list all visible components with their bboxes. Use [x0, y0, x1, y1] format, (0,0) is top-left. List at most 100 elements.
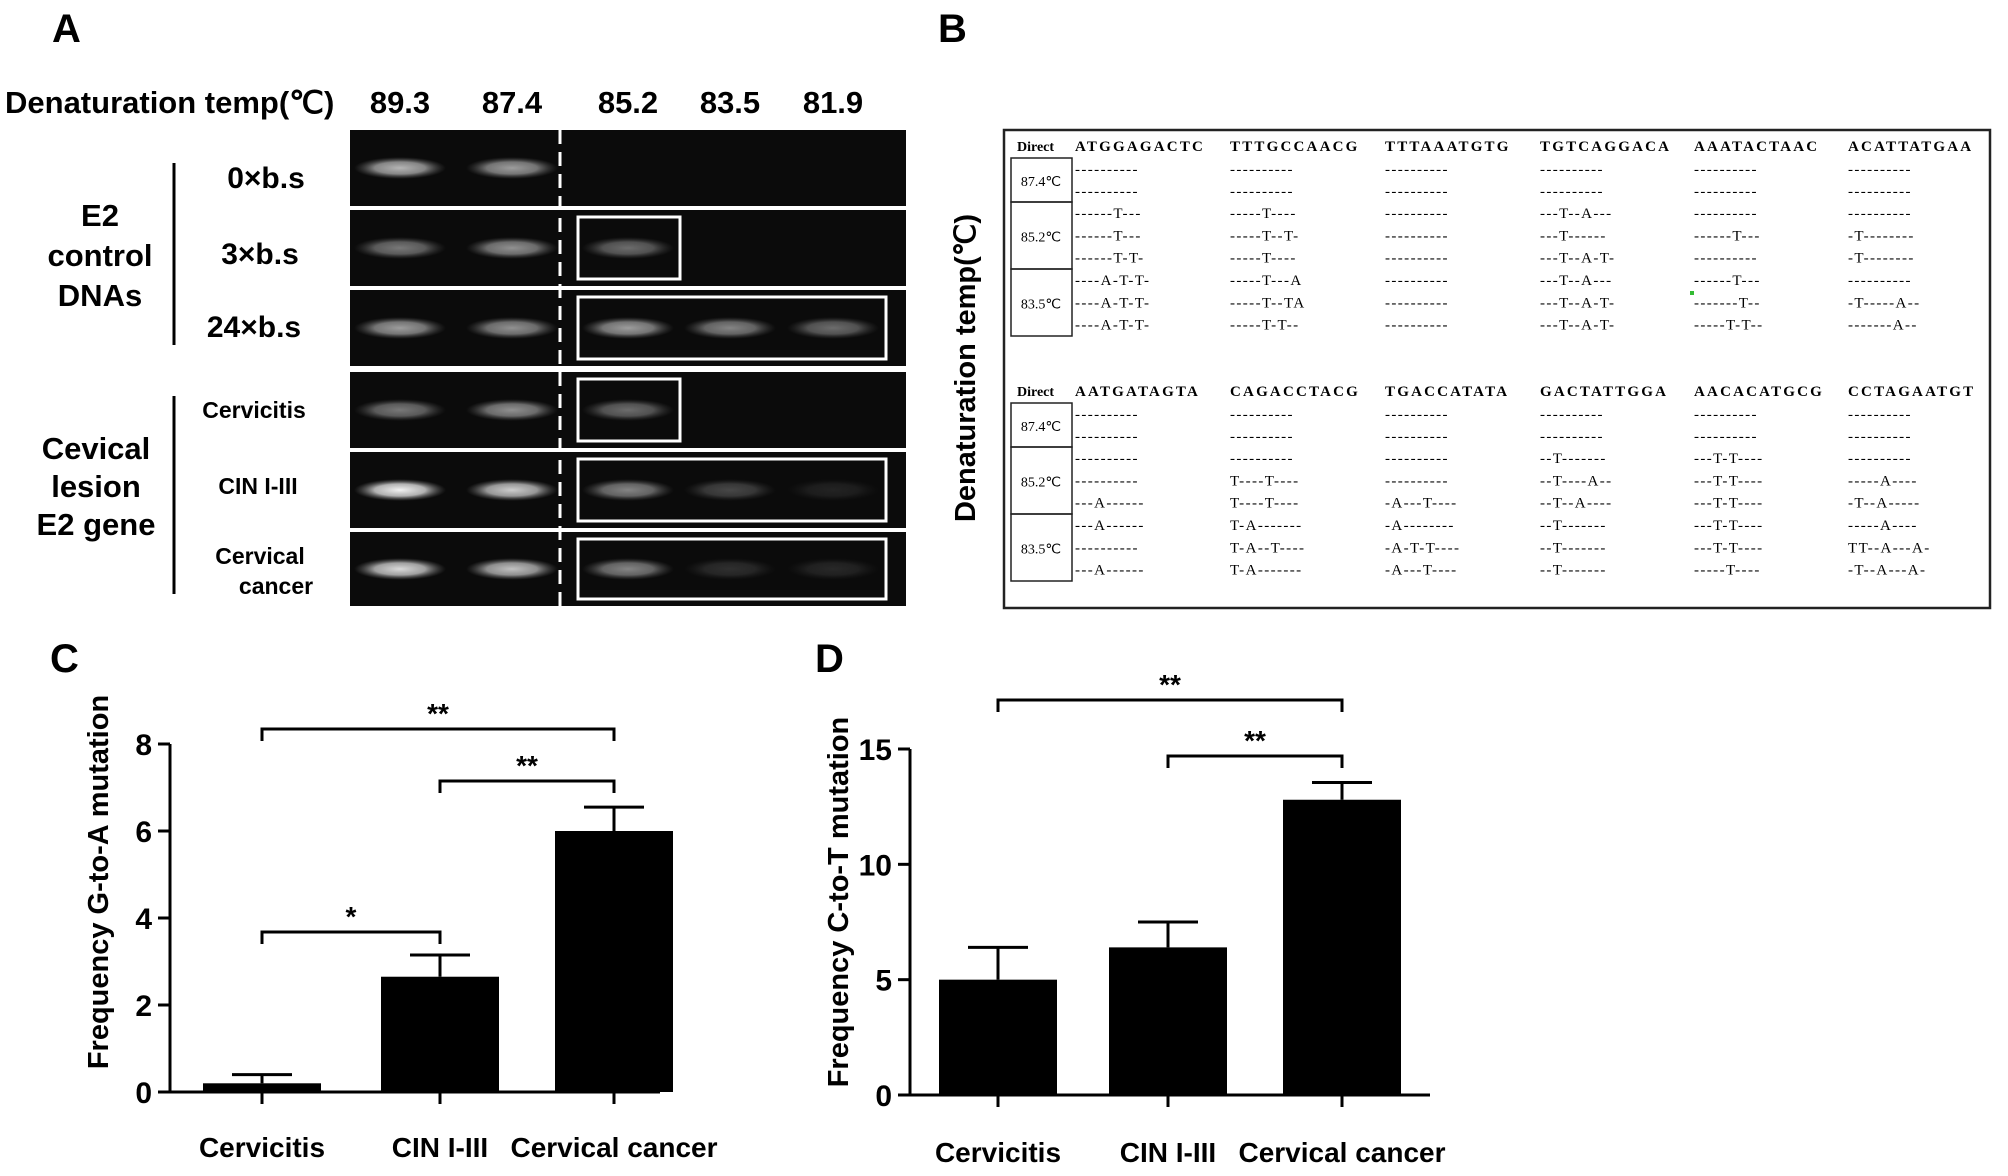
variant-line: ---T-T----	[1694, 518, 1764, 534]
variant-line: ----------	[1230, 451, 1294, 467]
highlight-box	[576, 295, 888, 361]
variant-line: -----A----	[1848, 473, 1918, 489]
significance-bracket	[996, 698, 1344, 712]
x-tick-label: Cervicitis	[935, 1137, 1061, 1168]
variant-line: ----------	[1694, 206, 1758, 222]
variant-line: ----------	[1230, 429, 1294, 445]
reference-sequence: CCTAGAATGT	[1848, 384, 1975, 400]
direct-label: Direct	[1017, 140, 1054, 155]
variant-line: -------A--	[1848, 318, 1918, 334]
variant-line: ------T---	[1075, 228, 1142, 244]
variant-line: T-A-------	[1230, 563, 1303, 579]
gel-band	[582, 479, 674, 501]
x-tick-label: CIN I-III	[1120, 1137, 1216, 1168]
highlight-box	[576, 457, 888, 523]
row-label-cin: CIN I-III	[218, 473, 297, 499]
temp-label: 83.5℃	[1021, 543, 1061, 558]
variant-line: T----T----	[1230, 473, 1300, 489]
group2-label-line1: Cevical	[42, 431, 151, 466]
reference-sequence: ATGGAGACTC	[1075, 139, 1205, 155]
temp-box	[1010, 268, 1073, 337]
variant-line: ------T---	[1694, 273, 1761, 289]
reference-sequence: TGTCAGGACA	[1540, 139, 1671, 155]
x-tick-label: CIN I-III	[392, 1132, 488, 1163]
gel-band	[354, 479, 446, 501]
variant-line: -A---T----	[1385, 563, 1458, 579]
gel-band	[787, 479, 879, 501]
row-label-0x: 0×b.s	[227, 162, 305, 195]
row-label-cervical-line1: Cervical	[215, 543, 305, 569]
group1-label-line2: control	[47, 238, 152, 273]
variant-line: ---T--A-T-	[1540, 251, 1615, 267]
significance-label: *	[346, 901, 357, 932]
variant-line: ----------	[1075, 540, 1139, 556]
gel-band	[684, 317, 776, 339]
gel-images	[350, 130, 906, 606]
highlight-box	[576, 377, 682, 443]
temp-label-85-2: 85.2	[598, 85, 658, 120]
variant-line: ----------	[1385, 407, 1449, 423]
variant-line: -----T----	[1230, 206, 1297, 222]
y-tick-label: 4	[135, 903, 152, 936]
variant-line: -T--A---A-	[1848, 563, 1926, 579]
group1-label-line3: DNAs	[58, 278, 142, 313]
x-tick-label: Cervical cancer	[1238, 1137, 1445, 1168]
variant-line: ----------	[1848, 184, 1912, 200]
variant-line: --T--A----	[1540, 496, 1613, 512]
y-tick-label: 2	[135, 990, 152, 1023]
gel-band	[466, 479, 558, 501]
variant-line: ----------	[1694, 429, 1758, 445]
panel-c-y-axis-title: Frequency G-to-A mutation	[83, 695, 115, 1069]
variant-line: --T-------	[1540, 518, 1607, 534]
temp-label-89-3: 89.3	[370, 85, 430, 120]
chart-d: 0 5 10 15 Cervicitis CIN I-III Cervical cancer…	[859, 669, 1446, 1168]
variant-line: ----------	[1075, 429, 1139, 445]
group2-label-line2: lesion	[51, 469, 141, 504]
significance-bracket	[260, 930, 442, 944]
y-tick-label: 15	[859, 734, 892, 767]
variant-line: ----------	[1540, 184, 1604, 200]
variant-line: ---T-T----	[1694, 496, 1764, 512]
gel-band	[354, 399, 446, 421]
gel-band	[466, 317, 558, 339]
temp-label: 87.4℃	[1021, 175, 1061, 190]
gel-band	[354, 237, 446, 259]
variant-line: ----------	[1694, 251, 1758, 267]
chart-c: 0 2 4 6 8 Cervicitis CIN I-III Cervical cancer *…	[135, 698, 717, 1163]
highlight-box	[576, 215, 682, 281]
variant-line: --T-------	[1540, 540, 1607, 556]
y-tick-label: 6	[135, 816, 152, 849]
variant-line: ---T-T----	[1694, 473, 1764, 489]
panel-b-label: B	[938, 7, 967, 51]
gel-band	[582, 317, 674, 339]
variant-line: -----T--T-	[1230, 228, 1300, 244]
variant-line: ----------	[1848, 407, 1912, 423]
reference-sequence: AATGATAGTA	[1075, 384, 1200, 400]
variant-line: ----------	[1385, 451, 1449, 467]
panel-a-label: A	[52, 7, 81, 51]
gel-band	[354, 558, 446, 580]
significance-label: **	[516, 750, 538, 781]
variant-line: --T----A--	[1540, 473, 1613, 489]
variant-line: --T-------	[1540, 451, 1607, 467]
variant-line: -----T-T--	[1230, 318, 1300, 334]
variant-line: -T--A-----	[1848, 496, 1921, 512]
y-tick-label: 0	[135, 1077, 152, 1110]
variant-line: ----------	[1385, 473, 1449, 489]
bar-1	[1109, 947, 1227, 1095]
variant-line: -----T----	[1230, 251, 1297, 267]
reference-sequence: TTTGCCAACG	[1230, 139, 1360, 155]
highlight-box	[576, 537, 888, 601]
variant-line: ---A------	[1075, 496, 1145, 512]
panel-b: B Denaturation temp(℃) Direct ATGGAGACTC T…	[938, 7, 1992, 610]
variant-line: ----------	[1385, 295, 1449, 311]
variant-line: ----------	[1848, 273, 1912, 289]
gel-band	[582, 399, 674, 421]
variant-line: ---T--A-T-	[1540, 318, 1615, 334]
variant-line: ----------	[1230, 162, 1294, 178]
variant-line: T-A-------	[1230, 518, 1303, 534]
significance-label: **	[1159, 669, 1181, 700]
alignment-frame	[1002, 128, 1992, 610]
variant-line: ----------	[1075, 407, 1139, 423]
variant-line: -----A----	[1848, 518, 1918, 534]
